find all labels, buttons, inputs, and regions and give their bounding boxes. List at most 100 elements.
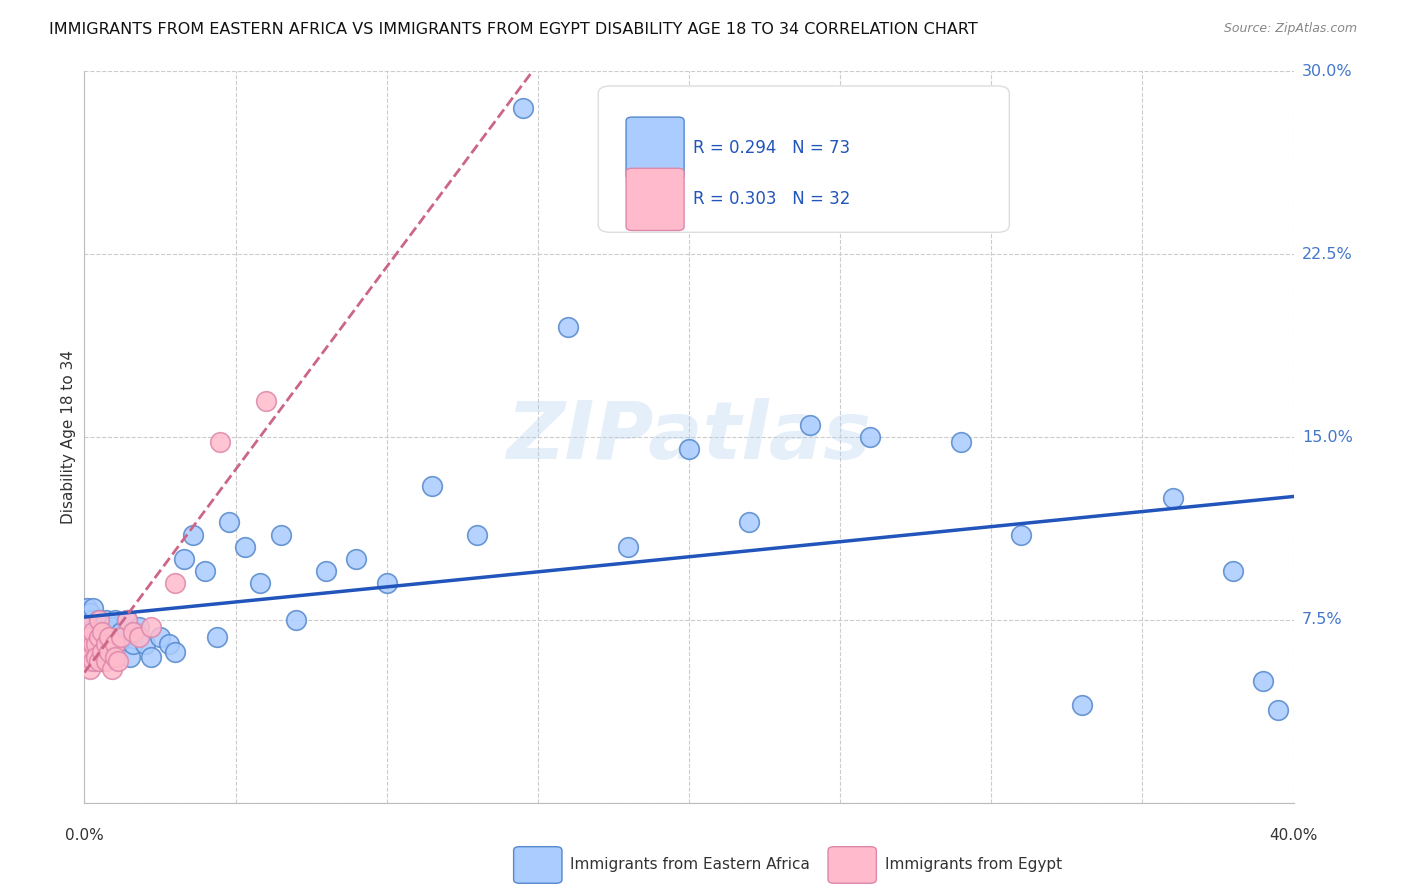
FancyBboxPatch shape bbox=[513, 847, 562, 883]
Point bbox=[165, 576, 187, 591]
Point bbox=[82, 625, 104, 640]
Point bbox=[1071, 698, 1094, 713]
FancyBboxPatch shape bbox=[626, 169, 685, 230]
Point bbox=[97, 645, 120, 659]
Point bbox=[218, 516, 240, 530]
Point bbox=[118, 649, 141, 664]
Point bbox=[91, 620, 114, 634]
Text: IMMIGRANTS FROM EASTERN AFRICA VS IMMIGRANTS FROM EGYPT DISABILITY AGE 18 TO 34 : IMMIGRANTS FROM EASTERN AFRICA VS IMMIGR… bbox=[49, 22, 979, 37]
Point bbox=[89, 613, 111, 627]
Text: 0.0%: 0.0% bbox=[65, 828, 104, 843]
Point bbox=[79, 606, 101, 620]
Point bbox=[97, 630, 120, 644]
Point bbox=[104, 613, 127, 627]
Point bbox=[1222, 564, 1244, 578]
Point bbox=[194, 564, 217, 578]
Point bbox=[79, 625, 101, 640]
Point bbox=[207, 630, 229, 644]
Point bbox=[346, 552, 368, 566]
Point bbox=[104, 630, 127, 644]
Point bbox=[173, 552, 195, 566]
Point bbox=[100, 649, 122, 664]
Text: Immigrants from Eastern Africa: Immigrants from Eastern Africa bbox=[571, 857, 810, 872]
Point bbox=[79, 637, 101, 651]
Point bbox=[799, 417, 821, 432]
Point bbox=[157, 637, 180, 651]
Point bbox=[100, 620, 122, 634]
Text: Source: ZipAtlas.com: Source: ZipAtlas.com bbox=[1223, 22, 1357, 36]
Point bbox=[678, 442, 700, 457]
Point bbox=[110, 625, 132, 640]
Point bbox=[121, 637, 143, 651]
Point bbox=[107, 637, 129, 651]
Point bbox=[165, 645, 187, 659]
Point bbox=[86, 637, 108, 651]
Point bbox=[110, 630, 132, 644]
Point bbox=[89, 654, 111, 668]
Point bbox=[139, 620, 162, 634]
Point bbox=[209, 434, 232, 449]
Point bbox=[181, 527, 204, 541]
Point bbox=[1253, 673, 1275, 688]
Point bbox=[249, 576, 271, 591]
Point bbox=[254, 393, 277, 408]
Point bbox=[91, 637, 114, 651]
Point bbox=[738, 516, 761, 530]
Point bbox=[149, 630, 172, 644]
Point bbox=[76, 630, 98, 644]
Point bbox=[104, 637, 127, 651]
Point bbox=[270, 527, 292, 541]
Point bbox=[420, 479, 443, 493]
Point bbox=[76, 600, 98, 615]
Point bbox=[82, 600, 104, 615]
Point bbox=[94, 637, 117, 651]
Point bbox=[617, 540, 640, 554]
Point bbox=[94, 613, 117, 627]
Point bbox=[86, 625, 108, 640]
Point bbox=[76, 613, 98, 627]
Point bbox=[79, 662, 101, 676]
Point bbox=[82, 654, 104, 668]
Point bbox=[1161, 491, 1184, 505]
Point bbox=[79, 620, 101, 634]
Point bbox=[89, 630, 111, 644]
Point bbox=[121, 625, 143, 640]
Point bbox=[315, 564, 337, 578]
Text: R = 0.294   N = 73: R = 0.294 N = 73 bbox=[693, 139, 849, 157]
Text: R = 0.303   N = 32: R = 0.303 N = 32 bbox=[693, 190, 851, 209]
Point bbox=[557, 320, 579, 334]
Point bbox=[112, 630, 135, 644]
Point bbox=[82, 630, 104, 644]
Point bbox=[91, 645, 114, 659]
Point bbox=[375, 576, 398, 591]
Point bbox=[82, 645, 104, 659]
Point bbox=[76, 637, 98, 651]
Point bbox=[512, 101, 534, 115]
Point bbox=[76, 637, 98, 651]
Point bbox=[950, 434, 973, 449]
Point bbox=[104, 649, 127, 664]
Point bbox=[285, 613, 308, 627]
Text: 22.5%: 22.5% bbox=[1302, 247, 1353, 261]
Point bbox=[82, 613, 104, 627]
Point bbox=[76, 620, 98, 634]
Point bbox=[139, 649, 162, 664]
Point bbox=[104, 649, 127, 664]
Point bbox=[1267, 703, 1289, 717]
Point bbox=[89, 649, 111, 664]
Text: 30.0%: 30.0% bbox=[1302, 64, 1353, 78]
Point bbox=[86, 654, 108, 668]
Text: 15.0%: 15.0% bbox=[1302, 430, 1353, 444]
Y-axis label: Disability Age 18 to 34: Disability Age 18 to 34 bbox=[60, 350, 76, 524]
Point bbox=[125, 625, 148, 640]
Point bbox=[115, 613, 138, 627]
Point bbox=[107, 654, 129, 668]
Point bbox=[79, 630, 101, 644]
Text: Immigrants from Egypt: Immigrants from Egypt bbox=[884, 857, 1062, 872]
Point bbox=[76, 625, 98, 640]
Point bbox=[97, 625, 120, 640]
Point bbox=[467, 527, 489, 541]
Point bbox=[115, 613, 138, 627]
FancyBboxPatch shape bbox=[828, 847, 876, 883]
Text: 7.5%: 7.5% bbox=[1302, 613, 1343, 627]
